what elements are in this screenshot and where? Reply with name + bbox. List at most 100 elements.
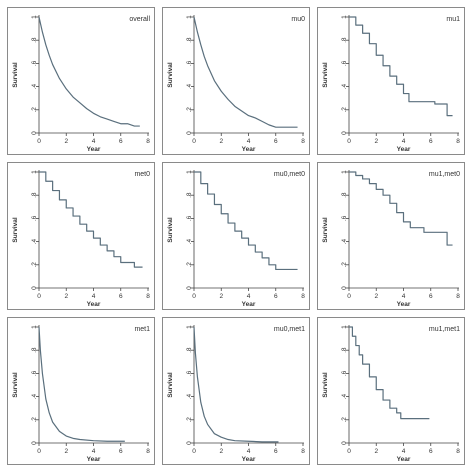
x-tick-label: 2 [64, 448, 68, 455]
y-tick-label: 0 [31, 441, 38, 445]
y-axis-label: Survival [12, 62, 19, 87]
x-tick-label: 2 [374, 138, 378, 145]
y-tick-label: 0 [341, 441, 348, 445]
x-tick-label: 8 [146, 448, 150, 455]
y-tick-label: .4 [31, 84, 38, 90]
y-tick-label: .6 [341, 60, 348, 66]
panel-title: mu0,met1 [274, 326, 305, 333]
x-tick-label: 8 [301, 293, 305, 300]
y-axis-label: Survival [167, 372, 174, 397]
x-tick-label: 4 [402, 293, 406, 300]
y-axis-label: Survival [167, 217, 174, 242]
y-tick-label: .6 [31, 215, 38, 221]
survival-curve [39, 171, 143, 268]
x-tick-label: 8 [456, 293, 460, 300]
y-tick-label: 1 [31, 325, 38, 329]
x-tick-label: 4 [92, 138, 96, 145]
x-tick-label: 0 [347, 448, 351, 455]
y-tick-label: .4 [31, 239, 38, 245]
y-tick-label: .8 [341, 192, 348, 198]
x-tick-label: 6 [119, 138, 123, 145]
y-tick-label: .4 [341, 239, 348, 245]
x-tick-label: 8 [146, 138, 150, 145]
x-tick-label: 0 [192, 448, 196, 455]
x-tick-label: 8 [301, 448, 305, 455]
chart-panel: 0 .2 .4 .6 .8 1 0 2 4 6 8 Year Survival mu0,met0 [162, 162, 310, 310]
x-tick-label: 0 [37, 448, 41, 455]
x-tick-label: 4 [402, 138, 406, 145]
y-tick-label: 0 [31, 131, 38, 135]
y-tick-label: 0 [31, 286, 38, 290]
x-axis-label: Year [397, 301, 411, 308]
panel-title: mu1,met1 [429, 326, 460, 333]
y-axis-label: Survival [322, 62, 329, 87]
y-tick-label: 1 [341, 170, 348, 174]
y-tick-label: 1 [341, 325, 348, 329]
y-tick-label: .4 [186, 239, 193, 245]
x-tick-label: 6 [429, 138, 433, 145]
x-tick-label: 8 [456, 138, 460, 145]
x-tick-label: 6 [274, 138, 278, 145]
panel-title: mu1 [446, 16, 460, 23]
survival-curve [349, 326, 430, 420]
panel-title: mu1,met0 [429, 171, 460, 178]
y-tick-label: 1 [186, 325, 193, 329]
y-tick-label: .8 [186, 192, 193, 198]
panel-title: mu0 [291, 16, 305, 23]
y-tick-label: 1 [31, 15, 38, 19]
y-tick-label: .8 [186, 37, 193, 43]
y-tick-label: .6 [31, 60, 38, 66]
y-tick-label: .6 [186, 370, 193, 376]
x-tick-label: 8 [456, 448, 460, 455]
survival-curve [193, 326, 279, 443]
chart-panel: 0 .2 .4 .6 .8 1 0 2 4 6 8 Year Survival mu1 [317, 7, 465, 155]
panel-title: overall [129, 16, 150, 23]
chart-panel: 0 .2 .4 .6 .8 1 0 2 4 6 8 Year Survival met0 [7, 162, 155, 310]
chart-svg: 0 .2 .4 .6 .8 1 0 2 4 6 8 Year Survival mu0,met1 [167, 325, 305, 463]
x-tick-label: 2 [219, 293, 223, 300]
chart-panel: 0 .2 .4 .6 .8 1 0 2 4 6 8 Year Survival mu0,met1 [162, 317, 310, 465]
y-tick-label: .2 [341, 262, 348, 268]
panel-title: met0 [134, 171, 150, 178]
x-axis-label: Year [397, 146, 411, 153]
x-tick-label: 4 [247, 293, 251, 300]
x-tick-label: 0 [37, 293, 41, 300]
y-tick-label: 0 [341, 286, 348, 290]
x-axis-label: Year [87, 301, 101, 308]
x-tick-label: 8 [301, 138, 305, 145]
survival-curve [38, 326, 125, 442]
chart-panel: 0 .2 .4 .6 .8 1 0 2 4 6 8 Year Survival overall [7, 7, 155, 155]
x-tick-label: 2 [219, 448, 223, 455]
x-tick-label: 2 [374, 293, 378, 300]
chart-svg: 0 .2 .4 .6 .8 1 0 2 4 6 8 Year Survival mu1,met1 [322, 325, 460, 463]
x-axis-label: Year [242, 146, 256, 153]
y-tick-label: .6 [186, 60, 193, 66]
x-tick-label: 4 [402, 448, 406, 455]
y-axis-label: Survival [322, 217, 329, 242]
x-tick-label: 0 [37, 138, 41, 145]
x-tick-label: 6 [274, 293, 278, 300]
x-tick-label: 0 [192, 293, 196, 300]
chart-svg: 0 .2 .4 .6 .8 1 0 2 4 6 8 Year Survival mu0,met0 [167, 170, 305, 308]
x-axis-label: Year [87, 146, 101, 153]
x-tick-label: 0 [347, 293, 351, 300]
chart-svg: 0 .2 .4 .6 .8 1 0 2 4 6 8 Year Survival mu1,met0 [322, 170, 460, 308]
y-tick-label: .4 [31, 394, 38, 400]
x-axis-label: Year [87, 456, 101, 463]
x-tick-label: 0 [347, 138, 351, 145]
y-tick-label: 1 [341, 15, 348, 19]
survival-curve [193, 16, 298, 128]
y-tick-label: .2 [341, 417, 348, 423]
y-axis-label: Survival [167, 62, 174, 87]
y-axis-label: Survival [12, 217, 19, 242]
x-tick-label: 2 [64, 138, 68, 145]
y-tick-label: .8 [31, 347, 38, 353]
x-tick-label: 4 [247, 448, 251, 455]
x-tick-label: 6 [429, 293, 433, 300]
y-tick-label: 0 [341, 131, 348, 135]
survival-curve [349, 171, 453, 246]
chart-svg: 0 .2 .4 .6 .8 1 0 2 4 6 8 Year Survival mu0 [167, 15, 305, 153]
y-tick-label: .8 [341, 347, 348, 353]
y-axis-label: Survival [322, 372, 329, 397]
